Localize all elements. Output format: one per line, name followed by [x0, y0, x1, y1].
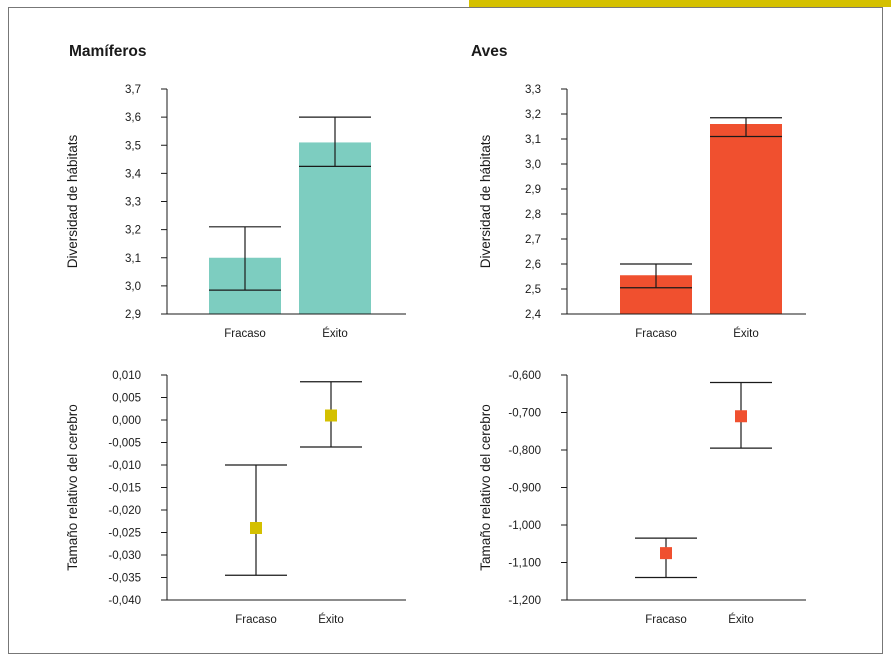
- mamiferos-habitat-title: Mamíferos: [69, 43, 147, 60]
- mamiferos-cerebro-ylabel: Tamaño relativo del cerebro: [65, 404, 80, 571]
- mamiferos-cerebro-ytick-label-4: -0,020: [108, 505, 141, 517]
- mamiferos-cerebro-category-label-0: Fracaso: [235, 614, 277, 626]
- aves-cerebro-category-label-0: Fracaso: [645, 614, 687, 626]
- aves-cerebro-ytick-label-3: -0,900: [508, 483, 541, 495]
- aves-habitat-ylabel: Diversidad de hábitats: [478, 134, 493, 268]
- aves-cerebro-point-1: [735, 410, 747, 423]
- mamiferos-habitat-ytick-label-2: 3,1: [125, 253, 141, 265]
- mamiferos-habitat-panel: Mamíferos Diversidad de hábitats 2,9 3,0 3,1…: [65, 43, 406, 340]
- mamiferos-cerebro-ytick-label-7: -0,005: [108, 438, 141, 450]
- aves-cerebro-ytick-label-4: -0,800: [508, 445, 541, 457]
- mamiferos-cerebro-ytick-label-8: 0,000: [112, 415, 141, 427]
- mamiferos-habitat-ytick-label-1: 3,0: [125, 281, 141, 293]
- mamiferos-cerebro-ytick-label-9: 0,005: [112, 393, 141, 405]
- aves-cerebro-category-label-1: Éxito: [728, 613, 754, 626]
- aves-cerebro-panel: Tamaño relativo del cerebro -1,200 -1,100 -…: [478, 370, 806, 626]
- mamiferos-habitat-ytick-label-5: 3,4: [125, 168, 142, 180]
- mamiferos-habitat-ylabel: Diversidad de hábitats: [65, 134, 80, 268]
- aves-habitat-ytick-label-9: 3,3: [525, 84, 541, 96]
- mamiferos-habitat-ytick-label-4: 3,3: [125, 197, 141, 209]
- aves-habitat-category-label-0: Fracaso: [635, 328, 677, 340]
- figure-frame: [8, 7, 883, 654]
- mamiferos-cerebro-ytick-label-1: -0,035: [108, 573, 141, 585]
- aves-habitat-panel: Aves Diversidad de hábitats 2,4 2,5 2,6 2,7 2,…: [471, 43, 806, 340]
- mamiferos-cerebro-ytick-label-3: -0,025: [108, 528, 141, 540]
- mamiferos-cerebro-ytick-label-10: 0,010: [112, 370, 141, 382]
- aves-cerebro-ytick-label-5: -0,700: [508, 408, 541, 420]
- aves-habitat-ytick-label-2: 2,6: [525, 259, 541, 271]
- mamiferos-habitat-ytick-label-3: 3,2: [125, 225, 141, 237]
- mamiferos-cerebro-point-0: [250, 522, 262, 534]
- aves-habitat-ytick-label-3: 2,7: [525, 234, 541, 246]
- aves-cerebro-ylabel: Tamaño relativo del cerebro: [478, 404, 493, 571]
- aves-habitat-category-label-1: Éxito: [733, 327, 759, 340]
- aves-habitat-ytick-label-1: 2,5: [525, 284, 541, 296]
- aves-cerebro-ytick-label-6: -0,600: [508, 370, 541, 382]
- mamiferos-cerebro-ytick-label-0: -0,040: [108, 595, 141, 607]
- mamiferos-cerebro-point-1: [325, 409, 337, 422]
- mamiferos-cerebro-ytick-label-2: -0,030: [108, 550, 141, 562]
- mamiferos-cerebro-panel: Tamaño relativo del cerebro -0,040 -0,035 -…: [65, 370, 406, 626]
- accent-bar: [469, 0, 891, 7]
- aves-cerebro-ytick-label-1: -1,100: [508, 558, 541, 570]
- mamiferos-cerebro-ytick-label-5: -0,015: [108, 483, 141, 495]
- aves-habitat-ytick-label-4: 2,8: [525, 209, 541, 221]
- aves-habitat-ytick-label-7: 3,1: [525, 134, 541, 146]
- aves-habitat-ytick-label-0: 2,4: [525, 309, 542, 321]
- mamiferos-habitat-ytick-label-7: 3,6: [125, 112, 141, 124]
- mamiferos-habitat-ytick-label-0: 2,9: [125, 309, 141, 321]
- aves-habitat-ytick-label-5: 2,9: [525, 184, 541, 196]
- mamiferos-cerebro-category-label-1: Éxito: [318, 613, 344, 626]
- mamiferos-cerebro-ytick-label-6: -0,010: [108, 460, 141, 472]
- mamiferos-habitat-category-label-1: Éxito: [322, 327, 348, 340]
- mamiferos-habitat-bar-1: [299, 142, 371, 314]
- mamiferos-habitat-ytick-label-6: 3,5: [125, 140, 141, 152]
- mamiferos-habitat-category-label-0: Fracaso: [224, 328, 266, 340]
- mamiferos-habitat-ytick-label-8: 3,7: [125, 84, 141, 96]
- aves-habitat-ytick-label-8: 3,2: [525, 109, 541, 121]
- aves-habitat-title: Aves: [471, 43, 507, 60]
- aves-cerebro-ytick-label-2: -1,000: [508, 520, 541, 532]
- aves-habitat-ytick-label-6: 3,0: [525, 159, 541, 171]
- aves-habitat-bar-1: [710, 124, 782, 314]
- aves-cerebro-ytick-label-0: -1,200: [508, 595, 541, 607]
- aves-cerebro-point-0: [660, 547, 672, 560]
